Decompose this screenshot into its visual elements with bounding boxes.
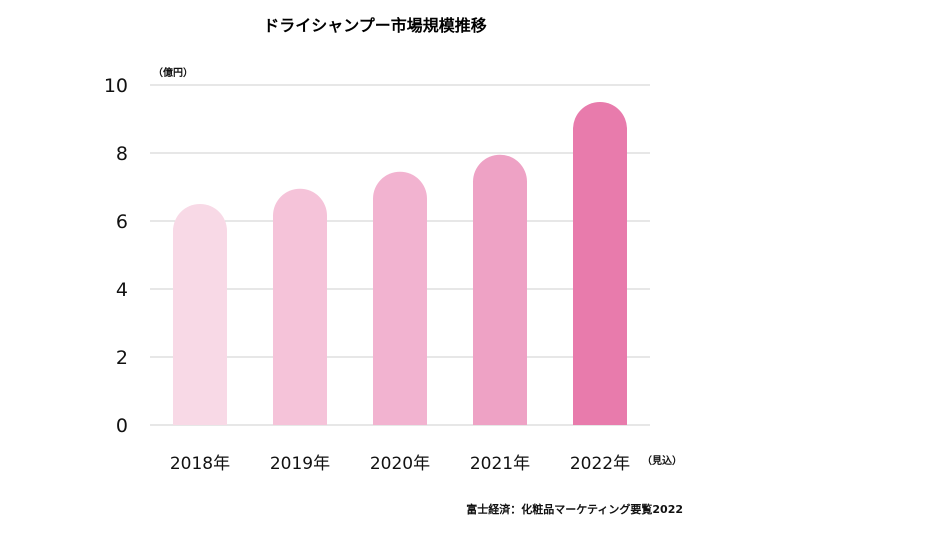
y-tick-label: 0 — [116, 415, 128, 437]
bar-2020年 — [373, 171, 427, 425]
bar-2021年 — [473, 154, 527, 425]
x-tick-label: 2018年 — [170, 454, 230, 474]
x-tick-label: 2019年 — [270, 454, 330, 474]
y-tick-label: 8 — [116, 143, 128, 165]
y-tick-label: 4 — [116, 279, 128, 301]
y-tick-label: 2 — [116, 347, 128, 369]
y-tick-label: 6 — [116, 211, 128, 233]
bar-2019年 — [273, 188, 327, 425]
chart-title: ドライシャンプー市場規模推移 — [263, 16, 487, 35]
x-tick-label: 2022年 — [570, 454, 630, 474]
x-tick-label: 2020年 — [370, 454, 430, 474]
source-label: 富士経済：化粧品マーケティング要覧2022 — [466, 502, 683, 516]
bar-2018年 — [173, 204, 227, 425]
bar-series — [173, 102, 627, 425]
y-axis-unit-label: （億円） — [153, 66, 193, 79]
x-tick-note: （見込） — [642, 454, 682, 467]
bar-2022年 — [573, 102, 627, 425]
x-tick-label: 2021年 — [470, 454, 530, 474]
y-tick-label: 10 — [104, 75, 128, 97]
x-axis-ticks: 2018年 2019年 2020年 2021年 2022年 （見込） — [170, 454, 682, 474]
y-axis-ticks: 0 2 4 6 8 10 — [104, 75, 128, 437]
